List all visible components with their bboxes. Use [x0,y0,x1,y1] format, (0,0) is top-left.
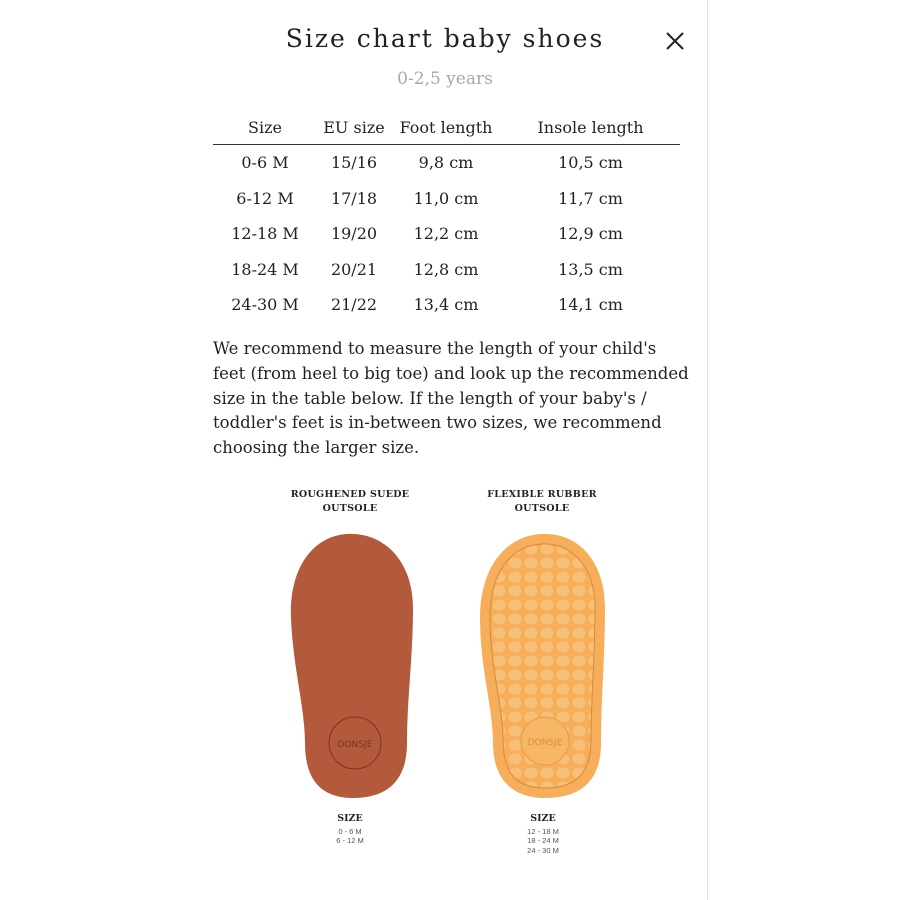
table-row: 24-30 M 21/22 13,4 cm 14,1 cm [213,287,680,323]
table-cell: 24-30 M [231,295,299,315]
close-icon[interactable] [663,29,687,53]
table-cell: 14,1 cm [558,295,623,315]
table-row: 12-18 M 19/20 12,2 cm 12,9 cm [213,216,680,252]
size-item: 0 - 6 M [338,826,362,836]
size-item: 12 - 18 M [527,826,559,836]
table-cell: 19/20 [330,224,378,244]
table-cell: 15/16 [330,153,378,173]
size-chart-modal: Size chart baby shoes 0-2,5 years Size E… [213,0,708,900]
measure-instructions: We recommend to measure the length of yo… [213,339,689,458]
column-header: Size [213,112,317,145]
size-heading: SIZE [337,813,363,824]
size-table: Size EU size Foot length Insole length 0… [213,112,680,323]
table-row: 6-12 M 17/18 11,0 cm 11,7 cm [213,181,680,217]
table-cell: 12,2 cm [413,224,479,244]
sole-label: ROUGHENED SUEDE OUTSOLE [280,488,420,516]
sole-label-line: OUTSOLE [514,503,570,514]
sole-label-line: OUTSOLE [322,503,378,514]
table-cell: 0-6 M [241,153,289,173]
column-header: Insole length [501,112,680,145]
table-cell: 12-18 M [231,224,299,244]
table-cell: 13,5 cm [558,259,623,279]
modal-title: Size chart baby shoes [285,24,605,53]
size-heading: SIZE [530,813,556,824]
table-cell: 10,5 cm [558,153,623,173]
svg-text:DONSJE: DONSJE [338,740,373,750]
table-cell: 11,0 cm [413,188,479,208]
svg-text:DONSJE: DONSJE [528,738,563,748]
rubber-sole-image: DONSJE [480,533,605,798]
modal-subtitle: 0-2,5 years [397,69,493,89]
table-cell: 9,8 cm [418,153,474,173]
sole-size-list: SIZE 0 - 6 M 6 - 12 M [300,814,400,846]
sole-label-line: FLEXIBLE RUBBER [487,489,597,500]
table-row: 0-6 M 15/16 9,8 cm 10,5 cm [213,145,680,181]
table-cell: 13,4 cm [413,295,479,315]
table-cell: 12,8 cm [413,259,479,279]
table-cell: 20/21 [330,259,378,279]
size-item: 24 - 30 M [527,845,559,855]
table-cell: 11,7 cm [558,188,623,208]
column-header: EU size [317,112,391,145]
size-item: 6 - 12 M [336,836,364,845]
size-item: 18 - 24 M [527,836,559,845]
table-cell: 12,9 cm [558,224,623,244]
table-header-row: Size EU size Foot length Insole length [213,112,680,145]
table-cell: 21/22 [330,295,378,315]
table-cell: 6-12 M [236,188,294,208]
column-header: Foot length [391,112,501,145]
sole-size-list: SIZE 12 - 18 M 18 - 24 M 24 - 30 M [493,814,593,855]
table-row: 18-24 M 20/21 12,8 cm 13,5 cm [213,252,680,288]
table-cell: 17/18 [330,188,378,208]
sole-label: FLEXIBLE RUBBER OUTSOLE [472,488,612,516]
suede-sole-image: DONSJE [290,533,413,798]
sole-label-line: ROUGHENED SUEDE [290,489,410,500]
table-cell: 18-24 M [231,259,299,279]
